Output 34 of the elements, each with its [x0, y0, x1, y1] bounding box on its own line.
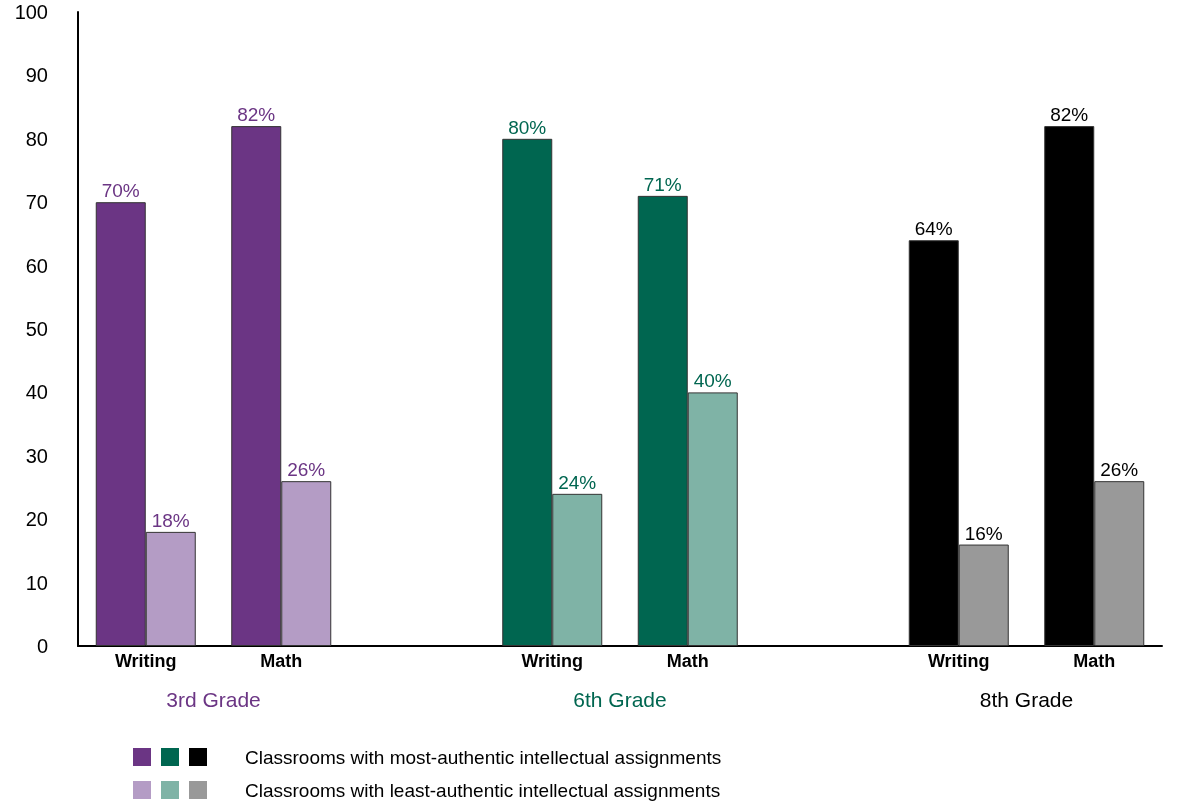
y-tick-label: 20: [25, 508, 48, 531]
data-label: 24%: [558, 471, 597, 493]
text: 8th Grade: [979, 688, 1074, 711]
data-label: 82%: [1050, 104, 1089, 126]
data-label: 71%: [643, 173, 682, 195]
x-tick-label: Writing: [927, 651, 990, 671]
data-label: 26%: [1100, 459, 1139, 481]
legend-label: Classrooms with most-authentic intellectual assignments: [245, 746, 722, 768]
x-tick-label: Math: [1073, 651, 1116, 671]
y-tick-label: 30: [25, 444, 48, 467]
x-tick-label: Writing: [521, 651, 584, 671]
y-tick-label: 50: [25, 318, 48, 340]
y-tick-label: 80: [25, 127, 48, 150]
x-tick-label: Math: [666, 651, 709, 671]
y-tick-label: 100: [14, 1, 48, 23]
y-tick-label: 90: [25, 64, 48, 87]
data-label: 80%: [508, 116, 547, 138]
x-tick-label: Writing: [114, 651, 177, 671]
data-label: 82%: [237, 104, 276, 126]
y-tick-label: 10: [25, 571, 48, 594]
y-tick-label: 40: [25, 381, 48, 404]
data-label: 40%: [693, 370, 732, 392]
legend-label: Classrooms with least-authentic intellectual assignments: [245, 779, 721, 801]
x-tick-label: Math: [260, 651, 303, 671]
data-label: 64%: [914, 218, 953, 240]
text: 6th Grade: [573, 688, 667, 711]
text: 3rd Grade: [166, 688, 261, 711]
data-label: 26%: [287, 459, 326, 481]
data-label: 18%: [151, 509, 190, 531]
data-label: 70%: [101, 180, 140, 202]
y-tick-label: 60: [25, 254, 48, 277]
y-tick-label: 0: [36, 635, 48, 657]
y-tick-label: 70: [25, 191, 48, 214]
data-label: 16%: [964, 522, 1003, 544]
